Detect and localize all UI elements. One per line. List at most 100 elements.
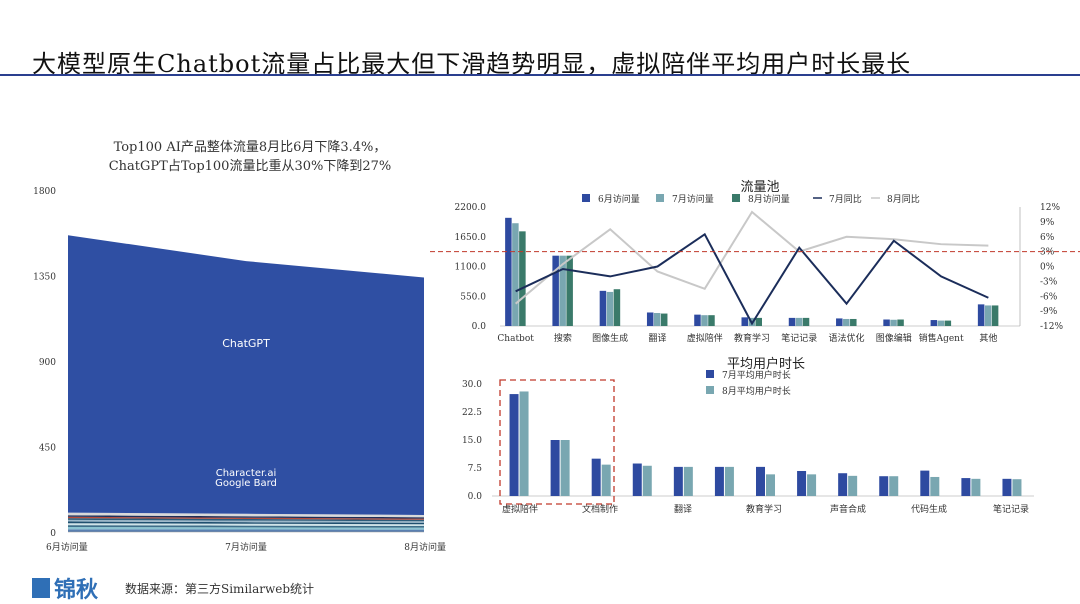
time-bar (920, 470, 930, 496)
pool-xtick-label: 搜索 (554, 332, 572, 344)
pool-bar (883, 319, 890, 326)
area-layer (68, 516, 424, 520)
time-legend-swatch (706, 386, 714, 394)
area-layer (68, 529, 424, 532)
logo-text: 锦秋 (54, 578, 99, 603)
pool-y2tick-label: -6% (1040, 292, 1058, 302)
time-bar (756, 466, 765, 496)
title-rule (0, 74, 1080, 76)
time-bar (848, 475, 858, 496)
pool-xtick-label: Chatbot (497, 334, 534, 344)
time-bar (683, 466, 693, 496)
area-ytick-label: 900 (39, 358, 56, 368)
area-chart: 0 450 900 1350 1800 6月访问量 7月访问量 8月访问量 ChatGPT Cha… (33, 187, 446, 553)
pool-bar (741, 317, 748, 326)
pool-ytick-label: 0.0 (472, 322, 487, 332)
time-bar (838, 473, 848, 496)
traffic-pool-chart: 流量池 6月访问量 7月访问量 8月访问量 7月同比 8月同比 0.0 550.0 1100.0… (430, 180, 1080, 344)
time-xtick-label: 教育学习 (746, 503, 782, 515)
time-ytick-label: 15.0 (462, 436, 482, 446)
time-xtick-label: 虚拟陪伴 (502, 503, 538, 515)
pool-bar (788, 317, 796, 326)
pool-bar (977, 304, 985, 326)
pool-bar (944, 320, 952, 326)
pool-bar (836, 318, 843, 326)
time-bar (550, 440, 560, 496)
area-xtick-label: 7月访问量 (225, 541, 267, 553)
pool-xtick-label: 笔记记录 (781, 332, 817, 344)
pool-bar (937, 320, 945, 326)
time-legend-label: 8月平均用户时长 (722, 385, 791, 397)
area-layer (68, 521, 424, 525)
time-bar (724, 466, 734, 496)
pool-xtick-label: 虚拟陪伴 (687, 332, 723, 344)
pool-bar (890, 319, 897, 326)
time-bar (961, 478, 971, 496)
pool-bar (694, 314, 701, 326)
pool-bar (897, 319, 904, 326)
pool-xtick-label: 图像生成 (592, 332, 628, 344)
pool-bar (660, 313, 668, 326)
area-layer (68, 518, 424, 522)
pool-y2tick-label: 9% (1040, 218, 1055, 228)
pool-legend-swatch (582, 194, 590, 202)
area-layer (68, 515, 424, 519)
pool-y2tick-label: -9% (1040, 307, 1058, 317)
pool-bar (755, 317, 762, 326)
pool-xtick-label: 销售Agent (919, 332, 964, 344)
pool-bar (505, 217, 512, 326)
logo-icon (32, 578, 50, 598)
pool-bar (701, 315, 708, 326)
time-bar (1002, 478, 1012, 496)
time-bar (673, 466, 683, 496)
area-layer (68, 519, 424, 523)
time-bar (601, 464, 611, 496)
pool-xtick-label: 教育学习 (734, 332, 770, 344)
pool-bar (653, 313, 661, 326)
pool-bar (802, 317, 810, 326)
data-source: 数据来源：第三方Similarweb统计 (125, 582, 315, 596)
area-layer (68, 512, 424, 518)
time-legend-label: 7月平均用户时长 (722, 369, 791, 381)
pool-line (515, 232, 989, 326)
time-xtick-label: 代码生成 (911, 503, 947, 515)
time-ytick-label: 0.0 (468, 492, 483, 502)
time-xtick-label: 声音合成 (830, 503, 866, 515)
footer-logo: 锦秋 (32, 572, 98, 604)
pool-y2tick-label: 0% (1040, 263, 1055, 273)
time-bar (560, 440, 570, 496)
pool-chart-title: 流量池 (740, 180, 779, 195)
pool-bar (991, 305, 999, 326)
area-ytick-label: 1800 (33, 187, 56, 197)
pool-ytick-label: 550.0 (460, 292, 486, 302)
pool-bar (708, 315, 715, 326)
pool-bar (519, 231, 526, 326)
time-bar (930, 476, 940, 496)
time-xtick-label: 翻译 (674, 504, 692, 515)
pool-bar (613, 289, 621, 326)
time-highlight-box (499, 379, 615, 505)
time-ytick-label: 22.5 (462, 408, 482, 418)
time-ytick-label: 7.5 (468, 464, 483, 474)
area-ytick-label: 1350 (33, 273, 56, 283)
time-bar (714, 466, 724, 496)
pool-xtick-label: 图像编辑 (876, 332, 912, 344)
time-bar (807, 474, 817, 496)
pool-ytick-label: 1100.0 (455, 263, 487, 273)
pool-legend-label: 7月访问量 (672, 193, 714, 205)
pool-legend-label: 7月同比 (829, 193, 862, 205)
pool-bar (930, 320, 938, 326)
pool-legend-label: 6月访问量 (598, 193, 640, 205)
area-layer (68, 527, 424, 530)
time-bar (642, 465, 652, 496)
pool-bar (599, 290, 607, 326)
pool-bar (606, 291, 614, 326)
pool-bar (646, 312, 654, 326)
time-ytick-label: 30.0 (462, 380, 482, 390)
area-chatgpt (68, 235, 424, 515)
pool-bar (850, 318, 857, 326)
pool-ytick-label: 1650.0 (455, 233, 487, 243)
area-layer (68, 523, 424, 526)
area-label-character-ai: Character.ai (216, 468, 277, 479)
